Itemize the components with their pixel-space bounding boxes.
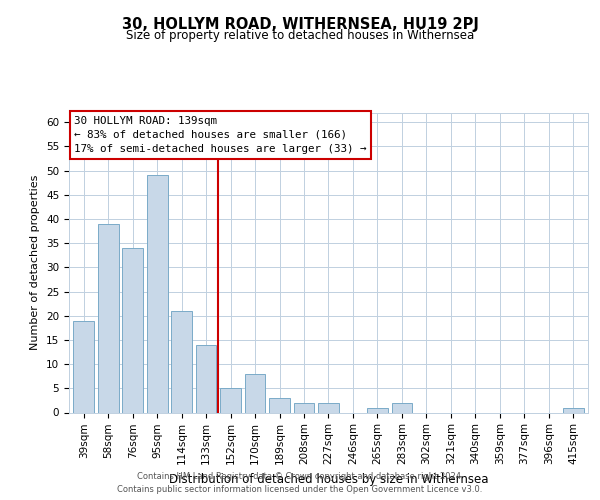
X-axis label: Distribution of detached houses by size in Withernsea: Distribution of detached houses by size … xyxy=(169,472,488,486)
Bar xyxy=(196,345,217,412)
Bar xyxy=(245,374,265,412)
Text: Size of property relative to detached houses in Withernsea: Size of property relative to detached ho… xyxy=(126,29,474,42)
Text: 30, HOLLYM ROAD, WITHERNSEA, HU19 2PJ: 30, HOLLYM ROAD, WITHERNSEA, HU19 2PJ xyxy=(122,18,478,32)
Bar xyxy=(220,388,241,412)
Y-axis label: Number of detached properties: Number of detached properties xyxy=(31,175,40,350)
Bar xyxy=(73,320,94,412)
Bar xyxy=(367,408,388,412)
Bar xyxy=(147,176,167,412)
Bar xyxy=(293,403,314,412)
Bar xyxy=(122,248,143,412)
Bar xyxy=(318,403,339,412)
Bar xyxy=(171,311,192,412)
Bar xyxy=(563,408,584,412)
Bar xyxy=(392,403,412,412)
Text: 30 HOLLYM ROAD: 139sqm
← 83% of detached houses are smaller (166)
17% of semi-de: 30 HOLLYM ROAD: 139sqm ← 83% of detached… xyxy=(74,116,367,154)
Text: Contains HM Land Registry data © Crown copyright and database right 2024.
Contai: Contains HM Land Registry data © Crown c… xyxy=(118,472,482,494)
Bar xyxy=(98,224,119,412)
Bar xyxy=(269,398,290,412)
